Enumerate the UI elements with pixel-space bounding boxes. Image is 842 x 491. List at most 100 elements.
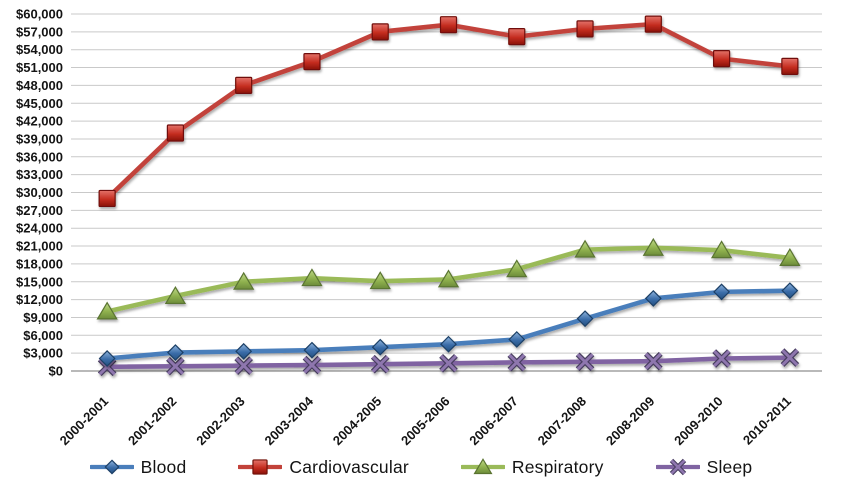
y-tick-label: $18,000: [16, 256, 63, 271]
x-tick-label: 2005-2006: [398, 394, 453, 447]
x-tick-label: 2000-2001: [57, 394, 112, 447]
diamond-marker: [781, 282, 799, 300]
x-tick-label: 2006-2007: [466, 394, 521, 447]
x-tick-label: 2001-2002: [125, 394, 180, 447]
square-marker: [252, 459, 269, 475]
triangle-marker: [96, 301, 118, 320]
y-tick-label: $15,000: [16, 274, 63, 289]
legend-item-cardiovascular: Cardiovascular: [238, 456, 409, 478]
cardiovascular-line: [104, 21, 793, 201]
triangle-marker: [164, 286, 187, 305]
y-tick-label: $3,000: [23, 346, 63, 361]
square-marker: [371, 23, 389, 41]
x-marker: [644, 352, 662, 370]
y-tick-label: $48,000: [16, 78, 63, 93]
legend-item-respiratory: Respiratory: [460, 456, 604, 478]
x-tick-label: 2003-2004: [262, 393, 317, 447]
y-tick-label: $57,000: [16, 24, 63, 39]
diamond-marker: [98, 350, 116, 367]
x-tick-label: 2002-2003: [193, 394, 248, 447]
triangle-marker: [710, 240, 733, 259]
legend-item-sleep: Sleep: [655, 456, 753, 478]
legend-label-sleep: Sleep: [706, 456, 753, 477]
x-marker: [508, 353, 526, 371]
triangle-marker: [437, 269, 460, 288]
legend: Blood Cardiovascular Respiratory Sleep: [0, 447, 842, 487]
diamond-marker: [713, 283, 731, 301]
x-tick-label: 2004-2005: [330, 394, 385, 447]
y-tick-label: $51,000: [16, 60, 63, 75]
blood-series: [98, 282, 799, 367]
cardiovascular-series: [98, 15, 799, 208]
legend-item-blood: Blood: [89, 456, 187, 478]
y-tick-label: $24,000: [16, 221, 63, 236]
diamond-marker: [166, 344, 184, 362]
square-marker: [235, 76, 253, 95]
square-marker: [166, 124, 185, 142]
diamond-marker: [235, 342, 253, 360]
square-marker: [303, 52, 321, 71]
legend-label-blood: Blood: [140, 456, 187, 477]
x-marker: [440, 354, 457, 372]
y-tick-label: $39,000: [16, 131, 63, 146]
x-marker: [371, 355, 389, 373]
plot-area: $60,000 $57,000 $54,000 $51,000 $48,000 $45,0…: [16, 7, 822, 447]
diamond-marker: [440, 335, 457, 353]
respiratory-series: [96, 237, 801, 320]
square-marker: [439, 16, 458, 34]
diamond-marker: [104, 459, 120, 475]
triangle-marker: [642, 237, 664, 256]
y-tick-label: $33,000: [16, 167, 63, 182]
respiratory-series-marker-icon: [460, 458, 505, 475]
x-tick-label: 2007-2008: [535, 394, 590, 447]
y-tick-label: $27,000: [16, 203, 63, 218]
diamond-marker: [576, 310, 594, 328]
triangle-marker: [779, 247, 801, 266]
y-tick-label: $9,000: [23, 310, 63, 325]
sleep-series: [97, 348, 800, 377]
x-tick-label: 2009-2010: [671, 394, 726, 447]
x-marker: [303, 356, 321, 374]
y-tick-label: $12,000: [16, 292, 63, 307]
y-tick-label: $60,000: [16, 7, 63, 22]
triangle-marker: [574, 239, 596, 258]
diamond-marker: [644, 289, 662, 307]
sleep-series-marker-icon: [655, 458, 700, 476]
diamond-marker: [303, 341, 321, 359]
blood-series-marker-icon: [89, 459, 134, 475]
y-tick-label: $30,000: [16, 185, 63, 200]
x-tick-label: 2010-2011: [740, 394, 794, 447]
x-marker: [713, 350, 731, 367]
x-marker: [235, 357, 253, 375]
triangle-marker: [369, 271, 391, 290]
y-tick-label: $45,000: [16, 96, 63, 111]
square-marker: [576, 20, 594, 38]
triangle-marker: [233, 271, 255, 290]
triangle-marker: [473, 458, 493, 475]
y-tick-label: $54,000: [16, 42, 63, 57]
x-tick-label: 2008-2009: [603, 394, 658, 447]
cardiovascular-series-marker-icon: [238, 459, 283, 475]
y-tick-label: $6,000: [23, 328, 63, 343]
triangle-marker: [301, 268, 323, 287]
legend-label-respiratory: Respiratory: [511, 456, 604, 477]
y-tick-label: $42,000: [16, 114, 63, 129]
square-marker: [644, 15, 662, 33]
x-marker: [781, 349, 799, 367]
x-marker: [576, 353, 594, 371]
y-tick-label: $0: [49, 364, 63, 379]
gridlines: [71, 13, 822, 372]
square-marker: [781, 57, 799, 75]
square-marker: [712, 50, 731, 68]
y-tick-label: $36,000: [16, 149, 63, 164]
x-marker: [166, 357, 184, 375]
x-marker: [670, 459, 686, 475]
y-tick-label: $21,000: [16, 239, 63, 254]
square-marker: [508, 28, 526, 46]
diamond-marker: [371, 338, 389, 356]
diamond-marker: [508, 331, 526, 348]
square-marker: [98, 189, 116, 208]
triangle-marker: [506, 259, 528, 278]
legend-label-cardiovascular: Cardiovascular: [289, 456, 409, 477]
